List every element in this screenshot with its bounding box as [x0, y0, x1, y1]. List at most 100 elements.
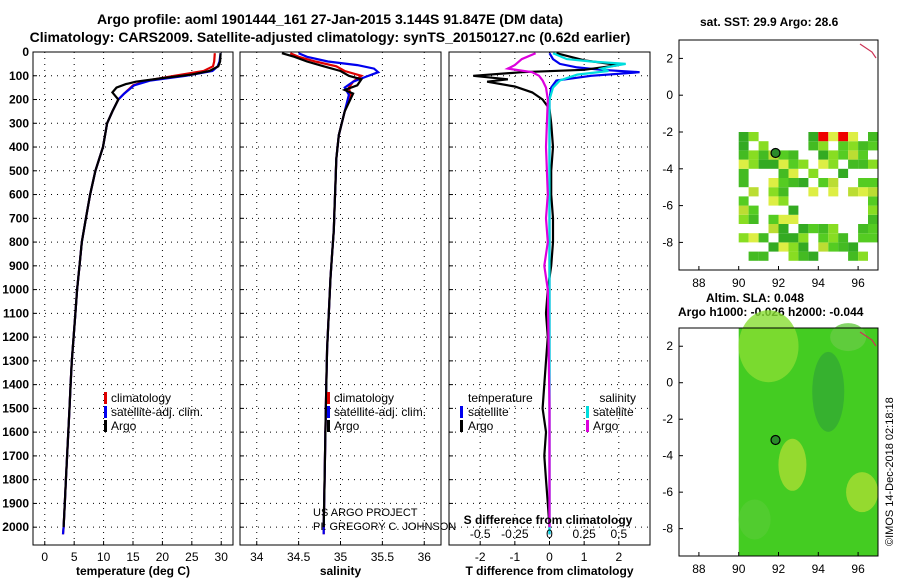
sst-cell [748, 187, 759, 197]
series-line-argo [281, 52, 364, 528]
sst-cell [788, 251, 799, 261]
sst-cell [768, 187, 779, 197]
legend-heading-salinity: salinity [599, 391, 636, 405]
x-tick-label: 0 [41, 550, 48, 564]
x-tick-label: 30 [215, 550, 229, 564]
sst-cell [838, 150, 849, 160]
y-tick-label: 500 [9, 164, 29, 178]
sst-cell [738, 150, 749, 160]
sst-cell [788, 150, 799, 160]
x-tick-label: -2 [475, 550, 486, 564]
legend-label: Argo [593, 419, 619, 433]
series-line-argo [62, 53, 222, 528]
x-tick-label: 25 [185, 550, 199, 564]
sst-cell [848, 150, 859, 160]
legend-label: satellite-adj. clim. [334, 405, 426, 419]
sst-cell [738, 205, 749, 215]
x-axis-label: T difference from climatology [465, 564, 633, 578]
sst-cell [838, 132, 849, 142]
sst-cell [778, 168, 789, 178]
sst-cell [838, 233, 849, 243]
sst-cell [808, 224, 819, 234]
sst-cell [798, 242, 809, 252]
sst-cell [758, 159, 769, 169]
y-tick-label: 800 [9, 235, 29, 249]
sst-cell [758, 141, 769, 151]
sst-cell [758, 251, 769, 261]
legend-swatch [327, 420, 330, 432]
map-x-tick-label: 96 [851, 276, 865, 290]
s-tick-label: 0.25 [572, 527, 596, 541]
difference-panel: -2 -1 0 1 2T difference from climatology temp… [448, 51, 651, 578]
sst-cell [848, 242, 859, 252]
y-tick-label: 600 [9, 188, 29, 202]
legend-label: satellite-adj. clim. [111, 405, 203, 419]
sst-cell [768, 178, 779, 188]
sst-cell [798, 251, 809, 261]
map-y-tick-label: -6 [662, 485, 673, 499]
legend-heading-temperature: temperature [468, 391, 533, 405]
sst-cell [858, 224, 868, 234]
y-tick-label: 700 [9, 211, 29, 225]
argo-position-marker [770, 147, 781, 159]
sst-cell [868, 141, 878, 151]
y-tick-label: 400 [9, 140, 29, 154]
sst-cell [818, 233, 829, 243]
sst-cell [748, 159, 759, 169]
x-tick-label: 0 [546, 550, 553, 564]
map-x-tick-label: 90 [732, 562, 746, 576]
sst-cell [868, 178, 878, 188]
title-line-1: Argo profile: aoml 1901444_161 27-Jan-20… [96, 11, 564, 27]
sst-cell [748, 233, 759, 243]
map-y-tick-label: -4 [662, 449, 673, 463]
legend-swatch [586, 406, 589, 418]
sst-cell [808, 132, 819, 142]
sst-cell [808, 251, 819, 261]
sst-cell [778, 150, 789, 160]
sst-cell [748, 150, 759, 160]
x-tick-label: 1 [581, 550, 588, 564]
sst-cell [738, 141, 749, 151]
credit-pi: PI: GREGORY C. JOHNSON [313, 521, 456, 533]
sst-cell [838, 242, 849, 252]
sst-cell [858, 150, 868, 160]
map-y-tick-label: -2 [662, 125, 673, 139]
sst-cell [858, 159, 868, 169]
sst-cell [778, 233, 789, 243]
y-tick-label: 1200 [2, 330, 29, 344]
sst-cell [828, 224, 839, 234]
sla-blob [738, 499, 771, 540]
map-y-tick-label: -8 [662, 522, 673, 536]
y-tick-label: 1100 [3, 306, 29, 320]
sst-cell [808, 141, 819, 151]
sst-map-panel: 88 90 92 94 96 2 0 -2 -4 -6 -8 [662, 39, 879, 290]
sla-blob [846, 472, 879, 513]
sst-cell [828, 242, 839, 252]
sst-cell [848, 187, 859, 197]
legend-swatch [104, 420, 107, 432]
y-tick-label: 1900 [2, 496, 29, 510]
sst-cell [738, 178, 749, 188]
sst-cell [748, 214, 759, 224]
sst-cell [798, 178, 809, 188]
map-x-tick-label: 88 [692, 562, 706, 576]
y-tick-label: 1300 [2, 354, 29, 368]
map-y-tick-label: -4 [662, 162, 673, 176]
map-y-tick-label: -6 [662, 199, 673, 213]
sst-cell [798, 159, 809, 169]
sst-cell [818, 159, 829, 169]
x-tick-label: 35.5 [371, 550, 395, 564]
sst-cell [868, 205, 878, 215]
sst-cell [828, 150, 839, 160]
sst-cell [818, 178, 829, 188]
sst-cell [788, 168, 799, 178]
legend-label: climatology [111, 391, 171, 405]
y-tick-label: 1400 [2, 378, 29, 392]
sst-cell [788, 233, 799, 243]
sla-blob [812, 351, 845, 432]
sst-cell [868, 196, 878, 206]
sst-cell [768, 214, 779, 224]
sst-cell [818, 224, 829, 234]
x-axis-label: temperature (deg C) [76, 564, 190, 578]
sst-cell [828, 159, 839, 169]
